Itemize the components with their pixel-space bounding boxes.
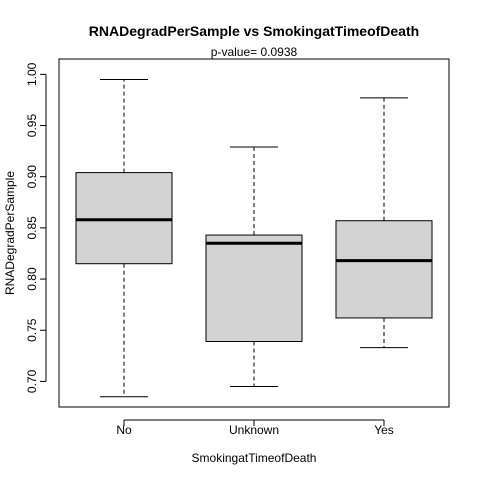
x-tick-label: No <box>116 423 132 437</box>
x-tick-label: Unknown <box>229 423 279 437</box>
y-axis: 0.70 0.75 0.80 0.85 0.90 0.95 1.00 <box>25 62 47 393</box>
y-tick-label: 0.70 <box>25 369 39 393</box>
plot-frame <box>58 58 450 408</box>
y-tick-label: 0.80 <box>25 267 39 291</box>
y-tick-label: 0.85 <box>25 216 39 240</box>
x-axis: No Unknown Yes <box>116 419 394 437</box>
x-axis-label: SmokingatTimeofDeath <box>192 451 317 465</box>
box-group-unknown <box>205 146 303 388</box>
y-tick-label: 0.95 <box>25 114 39 138</box>
y-tick-label: 1.00 <box>25 62 39 86</box>
y-tick-label: 0.75 <box>25 318 39 342</box>
iqr-box <box>335 220 433 319</box>
boxes <box>75 78 433 398</box>
y-axis-label: RNADegradPerSample <box>3 171 17 295</box>
y-tick-label: 0.90 <box>25 165 39 189</box>
box-group-no <box>75 78 173 398</box>
chart-title: RNADegradPerSample vs SmokingatTimeofDea… <box>89 23 419 39</box>
chart-subtitle: p-value= 0.0938 <box>211 45 298 59</box>
iqr-box <box>75 172 173 265</box>
x-tick-label: Yes <box>374 423 394 437</box>
box-group-yes <box>335 97 433 349</box>
iqr-box <box>205 234 303 342</box>
